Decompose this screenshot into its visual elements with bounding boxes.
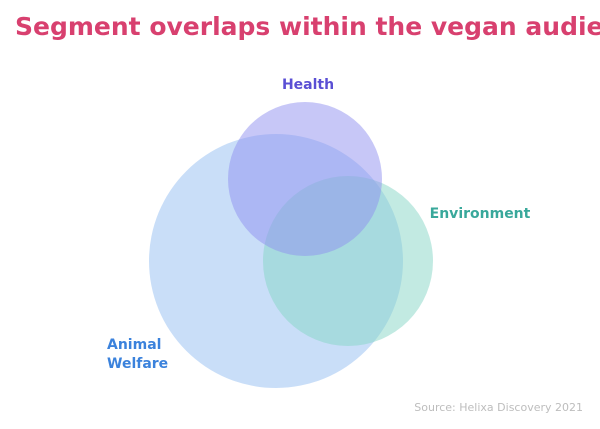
health-circle: [228, 102, 382, 256]
source: Source: Helixa Discovery 2021: [414, 401, 583, 414]
set-label: Health: [282, 77, 334, 93]
set-label: Welfare: [107, 356, 168, 372]
set-label: Animal: [107, 337, 161, 353]
set-label: Environment: [430, 206, 531, 222]
title: Segment overlaps within the vegan audien…: [15, 12, 600, 41]
